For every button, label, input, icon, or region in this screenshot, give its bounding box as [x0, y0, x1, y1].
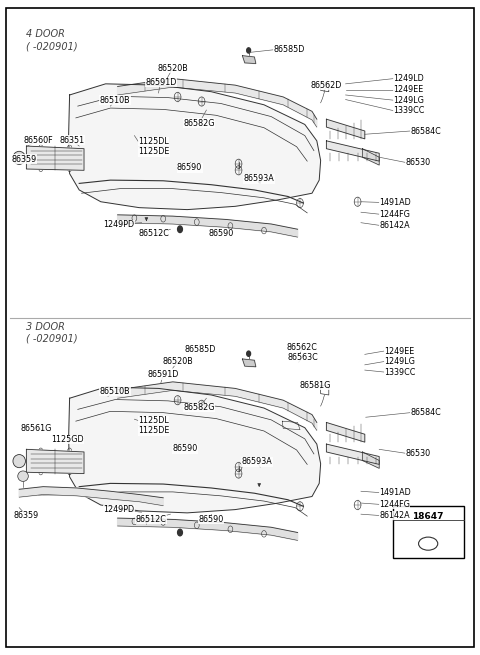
Ellipse shape	[18, 471, 28, 481]
Polygon shape	[326, 444, 379, 464]
Circle shape	[178, 529, 182, 536]
Text: 86530: 86530	[406, 158, 431, 167]
Polygon shape	[362, 149, 379, 165]
Text: 86585D: 86585D	[185, 345, 216, 354]
Text: 86590: 86590	[172, 444, 197, 453]
Polygon shape	[242, 359, 256, 367]
Text: 86520B: 86520B	[157, 64, 188, 73]
Text: 1125GD: 1125GD	[51, 435, 84, 444]
Text: 86142A: 86142A	[379, 221, 410, 230]
Text: 1249LG: 1249LG	[394, 96, 424, 105]
Text: 86142A: 86142A	[379, 511, 410, 520]
Text: 1125DE: 1125DE	[138, 426, 169, 436]
Text: 86590: 86590	[208, 229, 233, 238]
Text: 1249EE: 1249EE	[394, 85, 424, 94]
Text: 86593A: 86593A	[241, 457, 272, 466]
Ellipse shape	[13, 151, 25, 164]
Text: 1244FG: 1244FG	[379, 500, 410, 509]
Polygon shape	[362, 452, 379, 468]
Text: 86561G: 86561G	[20, 424, 52, 433]
Polygon shape	[118, 518, 298, 540]
Circle shape	[247, 48, 251, 53]
Text: 1244FG: 1244FG	[379, 210, 410, 219]
Text: 86581G: 86581G	[300, 381, 331, 390]
Polygon shape	[118, 79, 317, 127]
Text: 86590: 86590	[199, 515, 224, 524]
Circle shape	[247, 351, 251, 356]
Text: 86582G: 86582G	[183, 119, 215, 128]
Ellipse shape	[13, 455, 25, 468]
Polygon shape	[326, 119, 365, 139]
Text: 86359: 86359	[14, 511, 39, 520]
Polygon shape	[69, 84, 321, 210]
Text: 1125DE: 1125DE	[138, 147, 169, 157]
Text: 86510B: 86510B	[100, 96, 131, 105]
Polygon shape	[118, 382, 317, 430]
Text: 86584C: 86584C	[410, 126, 441, 136]
Text: 86591D: 86591D	[145, 78, 177, 87]
Text: 1491AD: 1491AD	[379, 488, 411, 497]
Text: 86512C: 86512C	[136, 515, 167, 524]
Text: 86512C: 86512C	[138, 229, 169, 238]
Polygon shape	[26, 449, 84, 474]
Text: 1249PD: 1249PD	[104, 505, 134, 514]
Text: 4 DOOR
( -020901): 4 DOOR ( -020901)	[26, 29, 78, 51]
Text: 1339CC: 1339CC	[394, 106, 425, 115]
Text: 86520B: 86520B	[162, 357, 193, 366]
Text: 86510B: 86510B	[100, 386, 131, 396]
Polygon shape	[19, 487, 163, 506]
Polygon shape	[118, 215, 298, 237]
Text: 1125DL: 1125DL	[138, 416, 169, 425]
Text: 86351: 86351	[60, 136, 84, 145]
Text: 86562D: 86562D	[311, 81, 342, 90]
Text: 86359: 86359	[12, 155, 36, 164]
Text: 1249PD: 1249PD	[104, 220, 134, 229]
Text: 1249LG: 1249LG	[384, 357, 415, 366]
Text: 86593A: 86593A	[244, 174, 275, 183]
Bar	[393, 506, 464, 558]
Polygon shape	[242, 56, 256, 64]
Text: 1125DL: 1125DL	[138, 137, 169, 146]
Text: 1491AD: 1491AD	[379, 198, 411, 207]
Text: 86591D: 86591D	[147, 370, 179, 379]
Text: 3 DOOR
( -020901): 3 DOOR ( -020901)	[26, 322, 78, 344]
Polygon shape	[26, 146, 84, 170]
Ellipse shape	[419, 537, 438, 550]
Text: 86530: 86530	[406, 449, 431, 458]
Polygon shape	[69, 387, 321, 513]
Text: 86584C: 86584C	[410, 408, 441, 417]
Polygon shape	[326, 141, 379, 161]
Text: 86585D: 86585D	[274, 45, 305, 54]
Text: 1339CC: 1339CC	[384, 367, 415, 377]
Text: 18647: 18647	[412, 512, 444, 521]
Text: 86562C: 86562C	[287, 343, 318, 352]
Polygon shape	[326, 422, 365, 442]
Text: 1249LD: 1249LD	[394, 74, 424, 83]
Circle shape	[178, 226, 182, 233]
Text: 86560F: 86560F	[24, 136, 53, 145]
Text: 86582G: 86582G	[183, 403, 215, 412]
Text: 1249EE: 1249EE	[384, 346, 414, 356]
Text: 86590: 86590	[177, 163, 202, 172]
Text: 86563C: 86563C	[287, 353, 318, 362]
